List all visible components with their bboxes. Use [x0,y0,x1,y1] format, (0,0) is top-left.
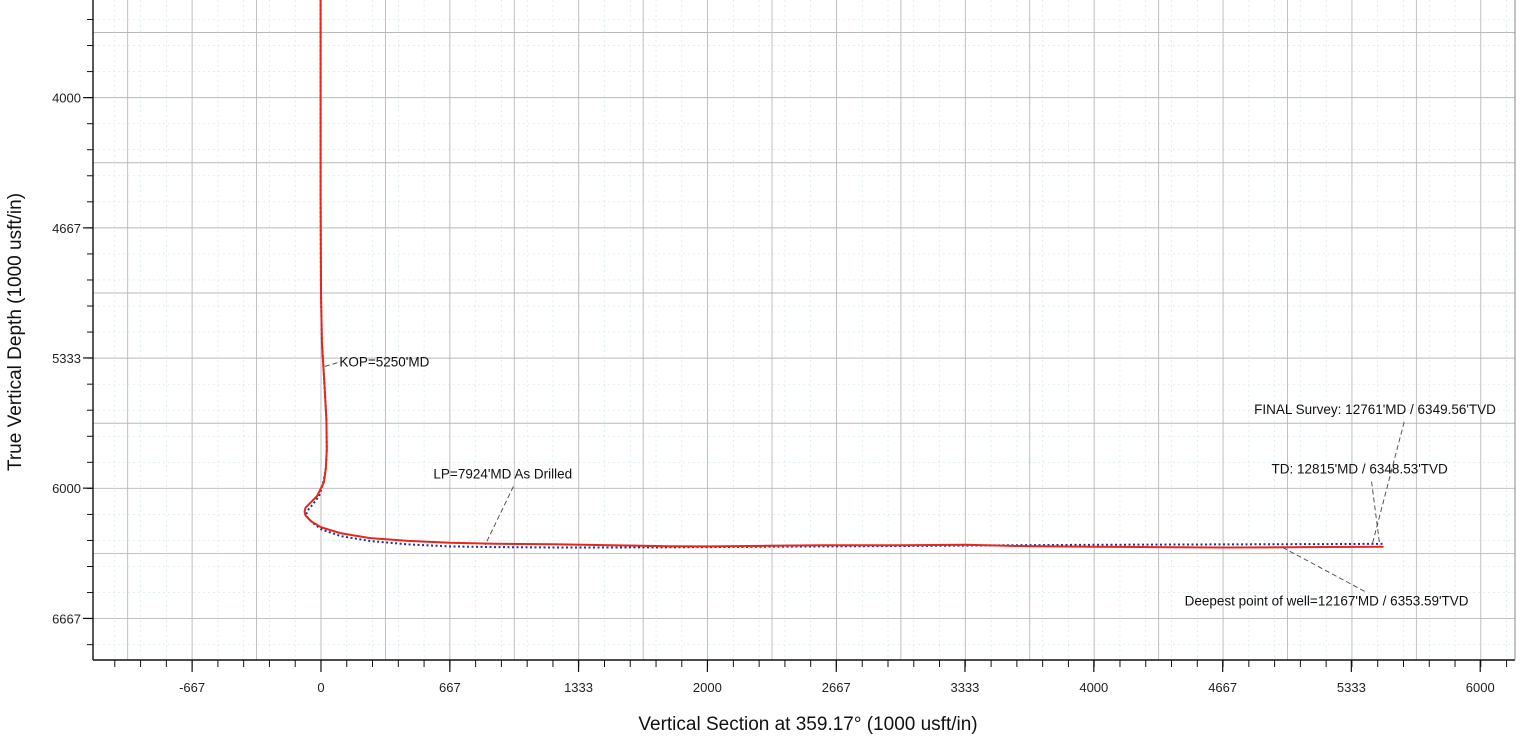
actual-well-line [303,0,1384,549]
x-tick-label: 667 [439,680,461,695]
annotation-label: Deepest point of well=12167'MD / 6353.59… [1185,593,1469,608]
annotation-leader-line [1371,481,1381,546]
major-grid [93,0,1515,660]
x-axis-label: Vertical Section at 359.17° (1000 usft/i… [638,714,977,735]
annotation-leader-line [1371,421,1405,546]
annotation-leader-line [1282,547,1365,592]
minor-grid [93,0,1515,660]
x-tick-label: 4667 [1208,680,1237,695]
x-tick-label: 2667 [822,680,851,695]
annotation-leader-line [484,486,514,545]
axis-layer: -667 0 667 1333 2000 2667 3333 4000 4667 5333 6000… [52,0,1516,695]
y-tick-label: 4667 [52,221,81,236]
y-axis-label: True Vertical Depth (1000 usft/in) [5,193,26,471]
annotation-label: LP=7924'MD As Drilled [433,466,572,481]
y-tick-label: 6667 [52,611,81,626]
annotation-leader-line [323,362,338,368]
x-tick-label: 0 [317,680,324,695]
x-tick-label: 6000 [1466,680,1495,695]
y-tick-label: 4000 [52,91,81,106]
y-tick-label: 6000 [52,481,81,496]
x-tick-label: 4000 [1079,680,1108,695]
annotation-label: TD: 12815'MD / 6348.53'TVD [1272,462,1448,477]
x-tick-label: 1333 [564,680,593,695]
series-layer [303,0,1384,549]
x-tick-label: -667 [179,680,205,695]
annotation-label: KOP=5250'MD [339,355,429,370]
x-tick-label: 2000 [693,680,722,695]
x-tick-label: 3333 [950,680,979,695]
annotation-label: FINAL Survey: 12761'MD / 6349.56'TVD [1254,402,1496,417]
x-tick-label: 5333 [1337,680,1366,695]
y-tick-label: 5333 [52,351,81,366]
plan-dotted-line [305,0,1384,549]
annotation-layer: KOP=5250'MD LP=7924'MD As Drilled FINAL Su… [323,355,1496,608]
